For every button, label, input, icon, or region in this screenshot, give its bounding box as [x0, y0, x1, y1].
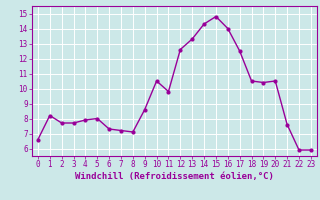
X-axis label: Windchill (Refroidissement éolien,°C): Windchill (Refroidissement éolien,°C) [75, 172, 274, 181]
